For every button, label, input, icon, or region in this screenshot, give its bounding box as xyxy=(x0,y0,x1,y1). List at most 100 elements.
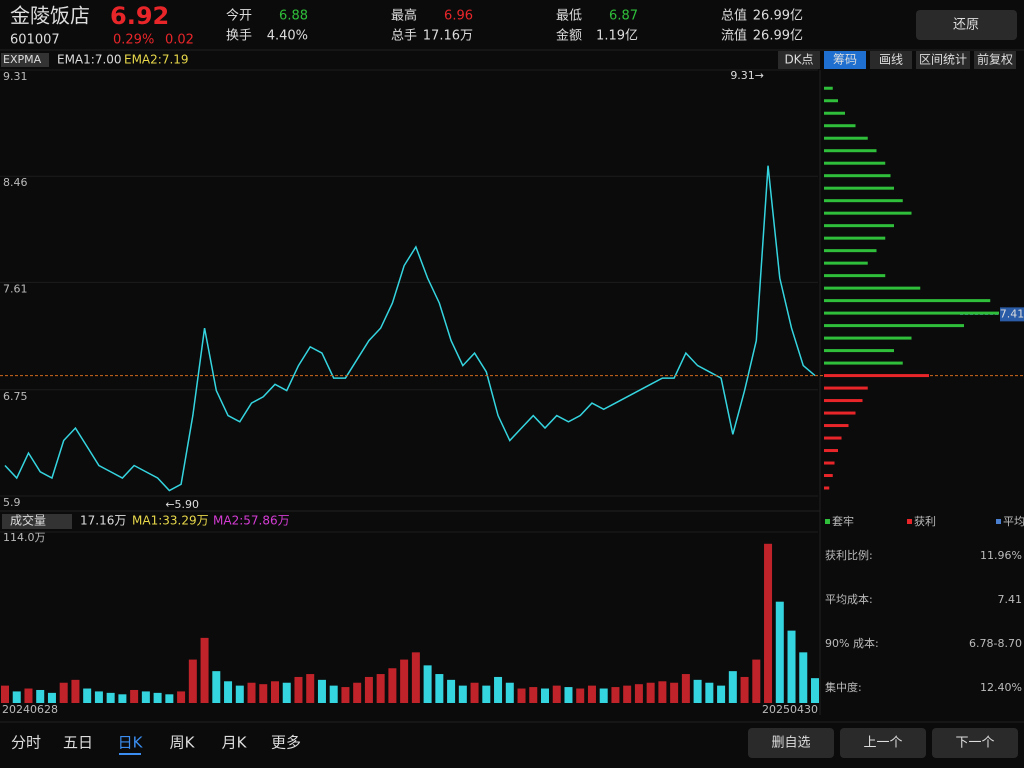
volume-current: 17.16万 xyxy=(80,514,126,528)
chip-stat-label: 集中度: xyxy=(825,680,862,694)
volume-bar xyxy=(212,671,221,703)
legend-label: 平均 xyxy=(1003,515,1024,528)
stat-value: 26.99亿 xyxy=(753,9,803,24)
tool-button[interactable] xyxy=(870,51,912,69)
period-tab[interactable]: 日K xyxy=(118,734,144,752)
chip-stat-label: 获利比例: xyxy=(825,548,873,562)
tool-button-label: 画线 xyxy=(879,53,903,67)
volume-bar xyxy=(388,668,397,703)
volume-bar xyxy=(71,679,80,703)
chip-stat-value: 7.41 xyxy=(998,593,1023,606)
volume-bar xyxy=(599,688,608,703)
chip-bar xyxy=(824,136,868,140)
volume-bar xyxy=(529,687,538,703)
volume-bar xyxy=(282,682,291,703)
volume-bar xyxy=(188,659,197,703)
indicator: EXPMA xyxy=(3,53,42,66)
volume-bar xyxy=(623,685,632,703)
y-tick-label: 9.31 xyxy=(3,70,28,83)
change-pct: 0.29% xyxy=(113,33,154,48)
period-tab[interactable]: 月K xyxy=(222,734,248,752)
tool-button[interactable] xyxy=(824,51,866,69)
chip-stat-label: 平均成本: xyxy=(825,592,873,606)
volume-title: 成交量 xyxy=(10,513,46,528)
volume-bar xyxy=(400,659,409,703)
volume-bar xyxy=(482,685,491,703)
y-tick-label: 114.0万 xyxy=(3,531,46,544)
stat-value: 26.99亿 xyxy=(753,29,803,44)
indicator-box[interactable] xyxy=(1,53,49,67)
avg-cost-tag xyxy=(1000,307,1024,322)
volume-bar xyxy=(435,674,444,703)
chip-bar xyxy=(824,224,894,228)
period-tab[interactable]: 更多 xyxy=(271,734,301,752)
volume-bar xyxy=(787,630,796,703)
chip-bar xyxy=(824,386,868,390)
chip-stat-value: 6.78-8.70 xyxy=(969,637,1022,650)
legend-swatch xyxy=(825,519,830,524)
chip-bar xyxy=(824,361,903,365)
code: 601007 xyxy=(10,33,60,48)
volume-bar xyxy=(317,679,326,703)
volume-bar xyxy=(118,694,127,703)
chip-bar xyxy=(824,186,894,190)
tool-button-label: 筹码 xyxy=(833,53,857,67)
volume-box[interactable] xyxy=(2,514,72,529)
avg-cost-label: 7.41 xyxy=(1000,307,1024,320)
chip-bar xyxy=(824,99,838,103)
footer-button[interactable] xyxy=(932,728,1018,758)
stat-value: 6.96 xyxy=(444,9,473,24)
chip-bar xyxy=(824,449,838,453)
tool-button-label: DK点 xyxy=(784,53,813,67)
volume-bar xyxy=(494,676,503,703)
volume-bar xyxy=(611,687,620,703)
chip-bar xyxy=(824,211,912,215)
chip-bar xyxy=(824,411,856,415)
tool-button[interactable] xyxy=(916,51,970,69)
chip-bar xyxy=(824,399,863,403)
ema1: EMA1:7.00 xyxy=(57,53,122,67)
change: 0.02 xyxy=(165,33,194,48)
volume-bar xyxy=(587,685,596,703)
volume-bar xyxy=(670,682,679,703)
volume-bar xyxy=(576,688,585,703)
volume-bar xyxy=(470,682,479,703)
period-tab[interactable]: 周K xyxy=(170,734,196,752)
volume-bar xyxy=(541,688,549,703)
volume-bar xyxy=(47,692,56,703)
volume-bar xyxy=(247,682,256,703)
chip-bar xyxy=(824,461,835,465)
footer-button[interactable] xyxy=(840,728,926,758)
volume-bar xyxy=(353,682,362,703)
tool-button[interactable] xyxy=(778,51,820,69)
period-tab[interactable]: 五日 xyxy=(63,734,93,752)
chip-bar xyxy=(824,324,964,328)
stock-name: 金陵饭店 xyxy=(10,4,90,28)
restore-button[interactable] xyxy=(916,10,1017,40)
volume-bar xyxy=(775,601,784,703)
volume-bar xyxy=(728,671,737,703)
volume-bar xyxy=(658,681,667,703)
stat-value: 6.87 xyxy=(609,9,638,24)
volume-bar xyxy=(94,691,103,703)
volume-bar xyxy=(165,694,174,703)
tool-button-label: 区间统计 xyxy=(919,53,967,67)
tool-button[interactable] xyxy=(974,51,1016,69)
price: 6.92 xyxy=(110,2,169,30)
volume-bar xyxy=(681,674,690,703)
chip-bar xyxy=(824,336,912,340)
footer-button-label: 下一个 xyxy=(955,736,994,751)
stat-label: 最低 xyxy=(556,9,582,24)
chip-bar xyxy=(824,374,929,378)
stat-label: 总手 xyxy=(391,29,417,44)
volume-ma1: MA1:33.29万 xyxy=(132,514,209,528)
period-tab[interactable]: 分时 xyxy=(11,734,41,752)
stat-value: 6.88 xyxy=(279,9,308,24)
volume-bar xyxy=(83,688,92,703)
footer-button[interactable] xyxy=(748,728,834,758)
chip-stat-value: 11.96% xyxy=(980,549,1022,562)
chip-bar xyxy=(824,199,903,203)
price-line xyxy=(4,165,816,492)
